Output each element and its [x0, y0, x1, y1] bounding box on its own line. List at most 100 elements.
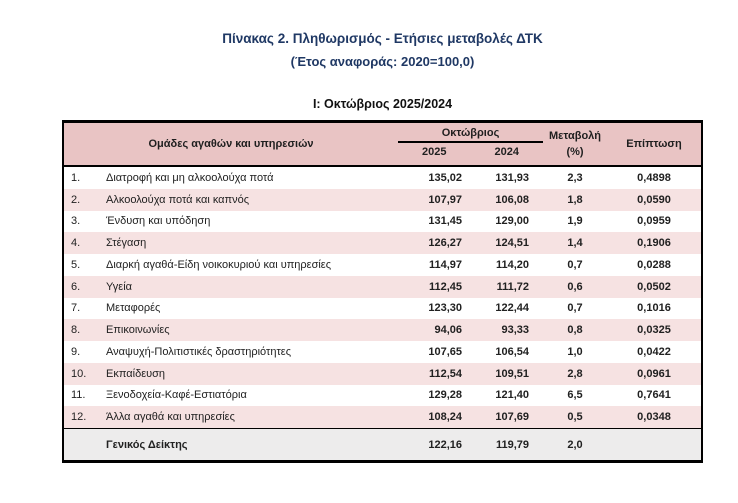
row-change: 1,9 [567, 215, 583, 228]
row-impact: 0,0325 [637, 324, 671, 337]
total-separator [64, 428, 701, 429]
row-number: 1. [71, 171, 81, 184]
row-value-2025: 114,97 [428, 258, 462, 271]
header-change-label: Μεταβολή (%) [543, 123, 607, 165]
table-row: 9. Αναψυχή-Πολιτιστικές δραστηριότητες 1… [64, 341, 701, 363]
header-year-2024: 2024 [494, 146, 519, 158]
table-row: 7. Μεταφορές 123,30 122,44 0,7 0,1016 [64, 297, 701, 320]
row-name: Επικοινωνίες [106, 324, 170, 337]
row-number: 7. [71, 302, 81, 315]
row-impact: 0,1016 [637, 302, 671, 315]
total-change: 2,0 [567, 438, 583, 451]
row-name: Υγεία [106, 280, 133, 293]
row-number: 2. [71, 193, 81, 206]
row-value-2024: 121,40 [495, 389, 529, 402]
row-change: 6,5 [567, 389, 583, 402]
table-row: 6. Υγεία 112,45 111,72 0,6 0,0502 [64, 275, 701, 298]
row-name: Εκπαίδευση [106, 367, 166, 380]
row-impact: 0,7641 [637, 389, 671, 402]
row-number: 3. [71, 215, 81, 228]
row-name: Αναψυχή-Πολιτιστικές δραστηριότητες [106, 345, 292, 358]
header-change-unit: (%) [566, 145, 584, 158]
period-subtitle: Ι: Οκτώβριος 2025/2024 [312, 97, 453, 112]
table-row: 11. Ξενοδοχεία-Καφέ-Εστιατόρια 129,28 12… [64, 384, 701, 407]
row-impact: 0,0422 [637, 345, 671, 358]
row-number: 11. [71, 389, 86, 402]
row-change: 1,4 [567, 237, 583, 250]
row-value-2024: 109,51 [495, 367, 529, 380]
cpi-table: Ομάδες αγαθών και υπηρεσιών Οκτώβριος 20… [62, 120, 703, 463]
row-change: 0,7 [567, 258, 583, 271]
row-number: 10. [71, 367, 87, 380]
row-impact: 0,0502 [637, 280, 671, 293]
row-value-2025: 107,97 [428, 193, 462, 206]
row-name: Ένδυση και υπόδηση [106, 215, 211, 228]
row-value-2024: 107,69 [495, 411, 529, 424]
row-change: 0,8 [567, 324, 583, 337]
row-value-2024: 111,72 [496, 280, 529, 293]
row-impact: 0,0959 [637, 215, 671, 228]
row-number: 5. [71, 258, 81, 271]
header-change-text: Μεταβολή [548, 130, 602, 143]
row-value-2025: 108,24 [428, 411, 462, 424]
row-impact: 0,0961 [637, 367, 671, 380]
row-value-2024: 106,54 [495, 345, 529, 358]
row-change: 2,3 [567, 171, 583, 184]
row-change: 1,8 [567, 193, 583, 206]
row-impact: 0,0348 [637, 411, 671, 424]
table-row: 10. Εκπαίδευση 112,54 109,51 2,8 0,0961 [64, 362, 701, 385]
total-value-2025: 122,16 [428, 438, 462, 451]
row-value-2024: 131,93 [495, 171, 529, 184]
row-value-2025: 126,27 [428, 237, 462, 250]
header-month-label: Οκτώβριος [398, 127, 543, 143]
row-number: 4. [71, 237, 81, 250]
header-year-2025: 2025 [422, 146, 447, 158]
row-number: 6. [71, 280, 81, 293]
row-value-2025: 123,30 [428, 302, 462, 315]
row-value-2024: 106,08 [495, 193, 529, 206]
row-value-2024: 93,33 [501, 324, 529, 337]
row-value-2024: 124,51 [495, 237, 529, 250]
row-value-2025: 112,54 [428, 367, 462, 380]
row-value-2025: 94,06 [434, 324, 462, 337]
row-change: 1,0 [567, 345, 583, 358]
row-number: 12. [71, 411, 87, 424]
title-block: Πίνακας 2. Πληθωρισμός - Ετήσιες μεταβολ… [62, 30, 703, 111]
table-row: 8. Επικοινωνίες 94,06 93,33 0,8 0,0325 [64, 319, 701, 341]
table-row: 12. Άλλα αγαθά και υπηρεσίες 108,24 107,… [64, 406, 701, 428]
row-name: Στέγαση [106, 237, 147, 250]
total-row: Γενικός Δείκτης 122,16 119,79 2,0 [64, 429, 701, 460]
page-title: Πίνακας 2. Πληθωρισμός - Ετήσιες μεταβολ… [222, 31, 543, 46]
row-change: 0,7 [567, 302, 583, 315]
row-impact: 0,4898 [637, 171, 671, 184]
row-name: Διατροφή και μη αλκοολούχα ποτά [106, 171, 274, 184]
table-header-row: Ομάδες αγαθών και υπηρεσιών Οκτώβριος 20… [64, 123, 701, 167]
row-number: 9. [71, 345, 81, 358]
total-value-2024: 119,79 [495, 438, 529, 451]
table-row: 1. Διατροφή και μη αλκοολούχα ποτά 135,0… [64, 167, 701, 189]
row-number: 8. [71, 324, 81, 337]
table-row: 5. Διαρκή αγαθά-Είδη νοικοκυριού και υπη… [64, 254, 701, 276]
row-change: 2,8 [567, 367, 583, 380]
table-row: 2. Αλκοολούχα ποτά και καπνός 107,97 106… [64, 188, 701, 211]
row-value-2025: 129,28 [428, 389, 462, 402]
table-row: 3. Ένδυση και υπόδηση 131,45 129,00 1,9 … [64, 210, 701, 233]
row-name: Άλλα αγαθά και υπηρεσίες [106, 411, 235, 424]
row-name: Διαρκή αγαθά-Είδη νοικοκυριού και υπηρεσ… [106, 258, 332, 271]
row-value-2024: 122,44 [495, 302, 529, 315]
row-value-2025: 112,45 [428, 280, 462, 293]
header-impact-label: Επίπτωση [626, 138, 682, 150]
row-value-2024: 129,00 [495, 215, 529, 228]
row-change: 0,6 [567, 280, 583, 293]
row-value-2024: 114,20 [495, 258, 529, 271]
header-month-group: Οκτώβριος 2025 2024 [398, 123, 543, 165]
table-row: 4. Στέγαση 126,27 124,51 1,4 0,1906 [64, 232, 701, 254]
row-value-2025: 135,02 [428, 171, 462, 184]
header-years: 2025 2024 [398, 143, 543, 158]
reference-year-subtitle: (Έτος αναφοράς: 2020=100,0) [290, 53, 475, 69]
row-impact: 0,1906 [637, 237, 671, 250]
row-name: Μεταφορές [106, 302, 161, 315]
table-body: 1. Διατροφή και μη αλκοολούχα ποτά 135,0… [64, 167, 701, 428]
row-impact: 0,0590 [637, 193, 671, 206]
